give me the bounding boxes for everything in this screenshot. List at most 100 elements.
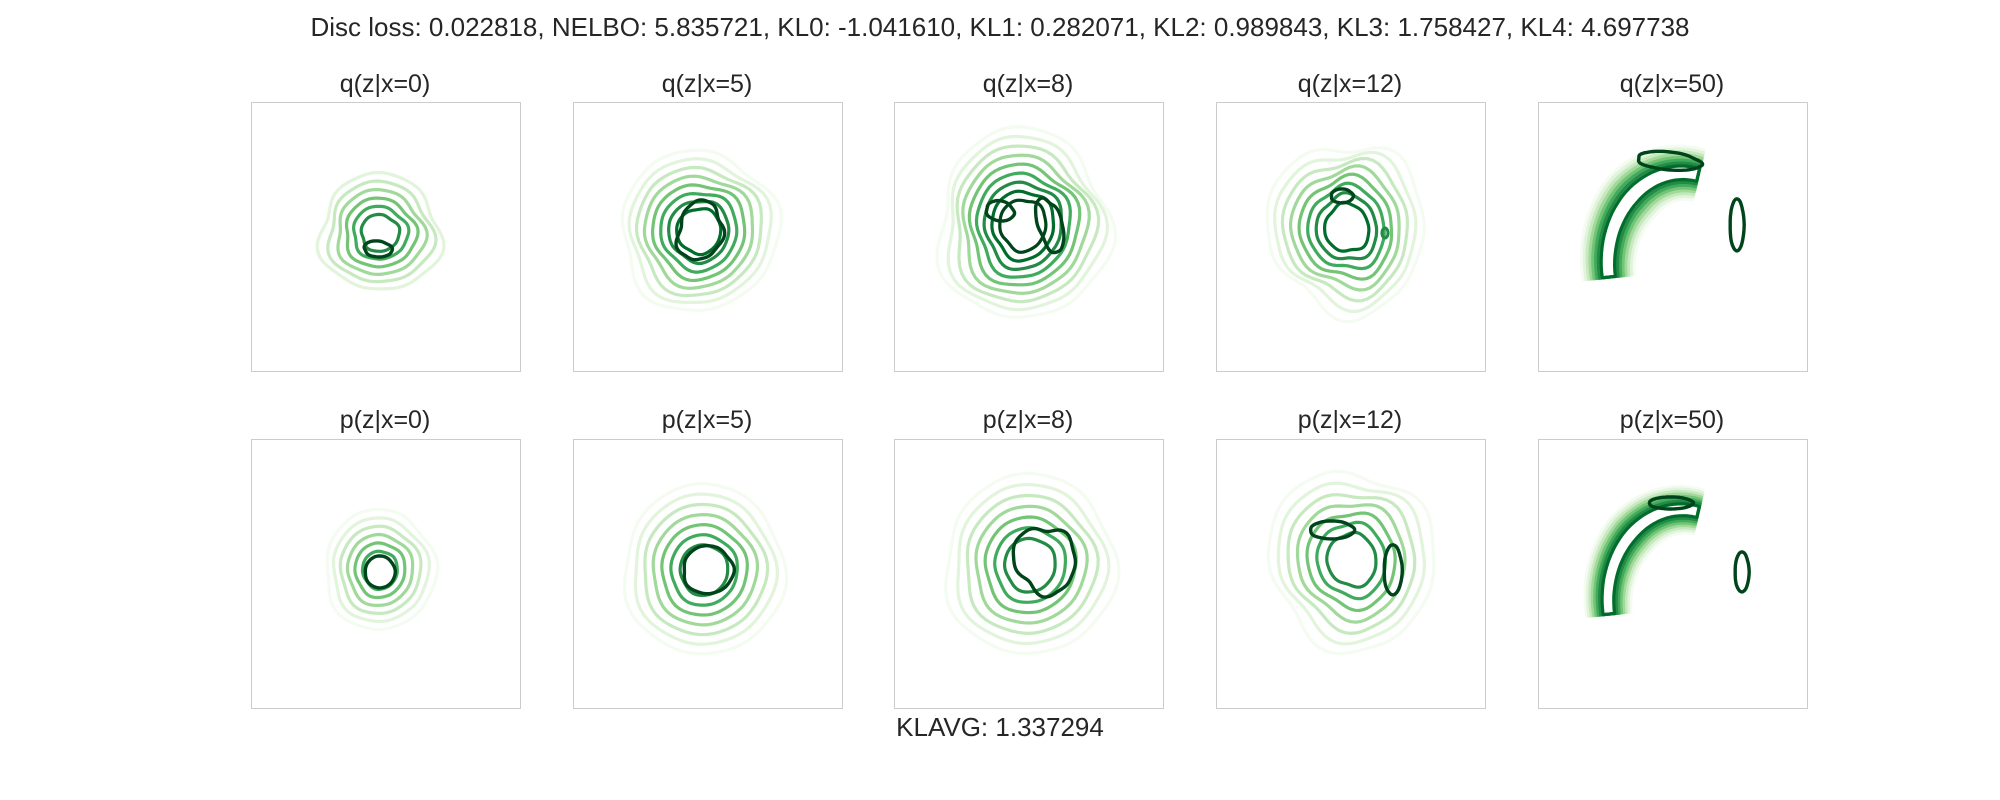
p8-contour-level-6 <box>1003 536 1057 594</box>
p50-contour-level-7 <box>1600 502 1701 617</box>
q50-contour-level-1 <box>1582 147 1705 281</box>
q0-contour-level-4 <box>352 204 411 261</box>
q0-contour-level-2 <box>336 188 429 276</box>
contour-panel-q12 <box>1216 102 1486 372</box>
p12-contour-level-3 <box>1295 503 1407 624</box>
p50-contour-level-1 <box>1585 487 1705 618</box>
q5-contour-level-5 <box>659 192 739 274</box>
q8-contour-level-6 <box>982 180 1063 271</box>
q8-contour-level-0 <box>935 125 1118 319</box>
p8-contour-level-3 <box>974 504 1089 625</box>
q12-contour-level-1 <box>1273 150 1418 313</box>
q50-contour-core-a <box>1636 149 1705 172</box>
p50-contour-level-3 <box>1590 492 1704 618</box>
q5-contour-level-2 <box>634 165 763 298</box>
q12-contour-level-6 <box>1314 191 1379 261</box>
p0-contour-level-2 <box>338 524 423 615</box>
q50-contour-core-b <box>1728 197 1746 253</box>
q8-contour-level-1 <box>946 134 1110 312</box>
p0-contour-level-4 <box>353 541 407 600</box>
contour-panel-p12 <box>1216 439 1486 709</box>
panel-title-q0: q(z|x=0) <box>339 70 431 98</box>
panel-title-p12: p(z|x=12) <box>1297 406 1403 434</box>
contour-plot-q5 <box>620 148 783 312</box>
contour-plot-p0 <box>325 507 440 632</box>
q12-contour-core-a <box>1329 187 1356 205</box>
q5-contour-level-7 <box>675 207 723 257</box>
q50-contour-level-0 <box>1580 144 1706 282</box>
q50-contour-level-2 <box>1585 150 1705 281</box>
q8-contour-level-2 <box>955 144 1101 304</box>
contour-panel-q5 <box>573 102 843 372</box>
q0-contour-level-0 <box>315 170 446 291</box>
p50-contour-level-2 <box>1588 489 1704 618</box>
panel-title-q50: q(z|x=50) <box>1619 70 1725 98</box>
q8-contour-level-5 <box>974 171 1072 279</box>
kl-average-label: KLAVG: 1.337294 <box>896 712 1104 742</box>
q12-contour-level-2 <box>1280 157 1409 303</box>
contour-plot-q50 <box>1580 144 1746 282</box>
p50-contour-core-b <box>1733 550 1751 594</box>
panel-title-q8: q(z|x=8) <box>982 70 1074 98</box>
p12-contour-core-a <box>1309 519 1357 541</box>
p5-contour-core <box>682 544 737 596</box>
q5-contour-level-4 <box>651 183 747 283</box>
p0-contour-level-3 <box>345 532 415 607</box>
q8-contour-core-b <box>1033 196 1066 255</box>
q5-contour-level-1 <box>627 157 773 304</box>
p12-contour-level-5 <box>1315 520 1387 601</box>
contour-panel-p8 <box>894 439 1164 709</box>
contour-plot-p5 <box>622 482 789 656</box>
q0-contour-level-5 <box>359 212 402 253</box>
q12-contour-level-5 <box>1306 181 1386 271</box>
p8-contour-level-0 <box>944 471 1121 655</box>
q8-contour-level-7 <box>990 189 1056 263</box>
figure-suptitle: Disc loss: 0.022818, NELBO: 5.835721, KL… <box>310 12 1690 42</box>
p8-contour-level-4 <box>983 515 1078 615</box>
p5-contour-level-5 <box>669 533 739 607</box>
contour-plot-q0 <box>315 170 446 291</box>
q0-contour-level-3 <box>344 196 420 269</box>
contour-plot-p12 <box>1266 469 1436 656</box>
contour-panel-p0 <box>251 439 521 709</box>
q8-contour-level-3 <box>961 153 1091 295</box>
p12-contour-level-0 <box>1266 469 1436 656</box>
q50-contour-level-3 <box>1588 153 1704 281</box>
q12-contour-level-0 <box>1265 146 1426 324</box>
p8-contour-level-2 <box>965 494 1100 635</box>
q12-contour-level-3 <box>1289 164 1401 292</box>
p0-contour-level-0 <box>325 507 440 632</box>
contour-panel-p50 <box>1538 439 1808 709</box>
p5-contour-level-4 <box>660 523 749 617</box>
q0-contour-level-1 <box>326 179 438 284</box>
q8-contour-level-4 <box>967 162 1082 287</box>
contour-plot-q8 <box>935 125 1118 319</box>
q5-contour-level-6 <box>667 200 731 266</box>
p12-contour-level-4 <box>1305 511 1397 613</box>
contour-plot-p8 <box>944 471 1121 655</box>
p8-contour-level-1 <box>956 483 1111 646</box>
p5-contour-level-0 <box>622 482 789 656</box>
panel-title-p5: p(z|x=5) <box>661 406 753 434</box>
p50-contour-core-a <box>1647 495 1696 511</box>
p12-contour-core-b <box>1382 543 1404 597</box>
panel-title-p50: p(z|x=50) <box>1619 406 1725 434</box>
contour-panel-q50 <box>1538 102 1808 372</box>
panel-title-q5: q(z|x=5) <box>661 70 753 98</box>
p0-contour-level-1 <box>331 516 431 624</box>
contour-panel-p5 <box>573 439 843 709</box>
q0-contour-core <box>362 239 395 259</box>
p12-contour-level-6 <box>1325 530 1378 589</box>
panel-title-p8: p(z|x=8) <box>982 406 1074 434</box>
p5-contour-level-3 <box>651 513 760 627</box>
contour-panel-q0 <box>251 102 521 372</box>
contour-panel-q8 <box>894 102 1164 372</box>
p50-contour-level-4 <box>1593 494 1703 617</box>
p12-contour-level-2 <box>1286 493 1417 635</box>
p50-contour-level-5 <box>1595 497 1703 617</box>
q5-contour-level-0 <box>620 148 783 312</box>
q8-contour-core-a <box>984 198 1017 223</box>
p12-contour-level-1 <box>1276 481 1426 646</box>
q5-contour-level-3 <box>642 174 755 290</box>
q12-contour-core-b <box>1380 226 1390 240</box>
